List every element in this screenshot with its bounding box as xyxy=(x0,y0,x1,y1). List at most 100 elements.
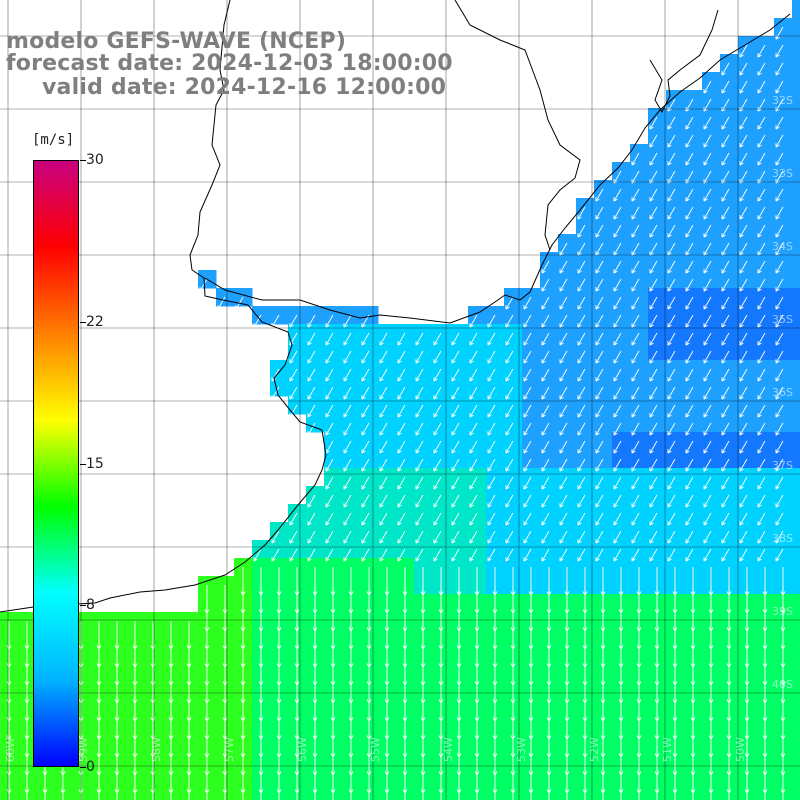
ocean-cell xyxy=(792,162,800,181)
wind-arrow xyxy=(379,404,388,418)
ocean-cell xyxy=(792,180,800,199)
wind-arrow xyxy=(631,548,640,562)
wind-arrow xyxy=(523,530,532,544)
wind-arrow xyxy=(541,476,550,490)
wind-arrow xyxy=(721,476,730,490)
wind-arrow xyxy=(649,404,658,418)
lat-label: 39S xyxy=(772,605,793,618)
wind-arrow xyxy=(595,476,604,490)
ocean-cell xyxy=(792,54,800,73)
wind-arrow xyxy=(631,386,640,400)
wind-arrow xyxy=(595,206,604,220)
wind-arrow xyxy=(631,296,640,310)
wind-arrow xyxy=(613,422,622,436)
wind-arrow xyxy=(649,548,658,562)
wind-arrow xyxy=(307,404,316,418)
wind-arrow xyxy=(469,368,478,382)
wind-arrow xyxy=(757,296,766,310)
wind-arrow xyxy=(775,314,784,328)
wind-arrow xyxy=(559,296,568,310)
wind-arrow xyxy=(433,530,442,544)
wind-arrow xyxy=(343,368,352,382)
ocean-cell xyxy=(792,612,800,631)
ocean-cell xyxy=(792,90,800,109)
wind-arrow xyxy=(487,530,496,544)
wind-arrow xyxy=(757,314,766,328)
wind-arrow xyxy=(721,62,730,76)
wind-arrow xyxy=(505,494,514,508)
wind-arrow xyxy=(757,116,766,130)
wind-arrow xyxy=(433,476,442,490)
lon-label: 60W xyxy=(4,737,17,762)
wind-arrow xyxy=(721,422,730,436)
wind-arrow xyxy=(469,440,478,454)
wind-arrow xyxy=(685,278,694,292)
wind-arrow xyxy=(469,404,478,418)
wind-arrow xyxy=(433,404,442,418)
wind-arrow xyxy=(775,404,784,418)
wind-arrow xyxy=(649,386,658,400)
wind-arrow xyxy=(271,530,280,544)
wind-arrow xyxy=(505,476,514,490)
wind-arrow xyxy=(721,116,730,130)
wind-arrow xyxy=(703,296,712,310)
ocean-cell xyxy=(792,468,800,487)
wind-arrow xyxy=(577,458,586,472)
wind-arrow xyxy=(775,260,784,274)
colorbar-tick-label: 22 xyxy=(86,313,104,330)
wind-arrow xyxy=(613,548,622,562)
colorbar-tick-label: 15 xyxy=(86,455,104,472)
wind-arrow xyxy=(451,332,460,346)
wind-arrow xyxy=(361,422,370,436)
wind-arrow xyxy=(469,530,478,544)
wind-arrow xyxy=(541,368,550,382)
ocean-cell xyxy=(792,252,800,271)
wind-arrow xyxy=(595,332,604,346)
lon-label: 50W xyxy=(734,737,747,762)
wind-arrow xyxy=(451,476,460,490)
wind-arrow xyxy=(757,260,766,274)
wind-arrow xyxy=(595,278,604,292)
wind-arrow xyxy=(361,368,370,382)
wind-arrow xyxy=(289,404,298,418)
wind-arrow xyxy=(739,512,748,526)
wind-arrow xyxy=(379,440,388,454)
wind-arrow xyxy=(559,422,568,436)
wind-arrow xyxy=(541,458,550,472)
wind-arrow xyxy=(667,386,676,400)
wind-arrow xyxy=(595,368,604,382)
wind-arrow xyxy=(757,134,766,148)
wind-arrow xyxy=(739,80,748,94)
wind-arrow xyxy=(685,404,694,418)
wind-arrow xyxy=(775,458,784,472)
wind-arrow xyxy=(649,440,658,454)
wind-arrow xyxy=(343,386,352,400)
wind-arrow xyxy=(685,386,694,400)
wind-arrow xyxy=(595,530,604,544)
wind-arrow xyxy=(757,404,766,418)
wind-arrow xyxy=(505,368,514,382)
wind-arrow xyxy=(451,404,460,418)
wind-arrow xyxy=(379,458,388,472)
wind-arrow xyxy=(343,458,352,472)
wind-arrow xyxy=(757,332,766,346)
wind-arrow xyxy=(451,548,460,562)
wind-arrow xyxy=(613,476,622,490)
wind-arrow xyxy=(775,296,784,310)
ocean-cell xyxy=(792,36,800,55)
wind-arrow xyxy=(613,350,622,364)
wind-arrow xyxy=(379,476,388,490)
wind-arrow xyxy=(775,44,784,58)
wind-arrow xyxy=(361,458,370,472)
ocean-cell xyxy=(792,522,800,541)
wind-arrow xyxy=(487,458,496,472)
wind-arrow xyxy=(667,530,676,544)
wind-arrow xyxy=(397,530,406,544)
wind-arrow xyxy=(343,476,352,490)
wind-arrow xyxy=(703,134,712,148)
wind-arrow xyxy=(703,224,712,238)
wind-arrow xyxy=(451,386,460,400)
wind-arrow xyxy=(451,458,460,472)
wind-arrow xyxy=(271,386,280,400)
